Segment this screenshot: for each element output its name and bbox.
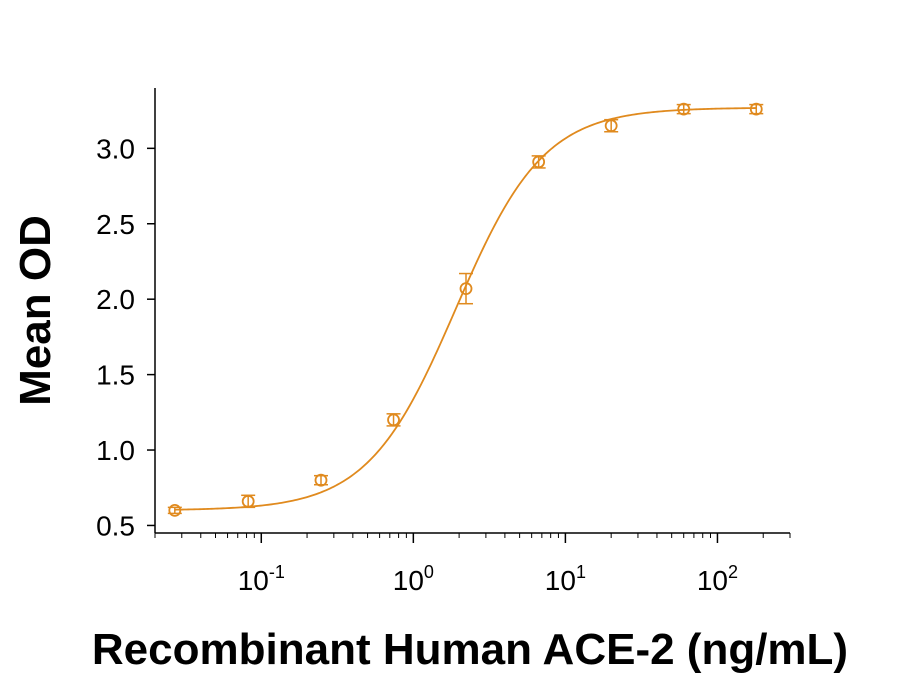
y-axis-title: Mean OD <box>11 215 60 406</box>
x-tick-exponent: 0 <box>424 562 434 582</box>
data-marker <box>387 413 400 427</box>
x-axis-title: Recombinant Human ACE-2 (ng/mL) <box>92 625 848 674</box>
y-tick-label: 2.5 <box>96 209 135 240</box>
fit-curve <box>174 107 757 511</box>
y-tick-label: 3.0 <box>96 133 135 164</box>
data-marker <box>749 102 763 116</box>
data-point <box>676 102 691 116</box>
x-tick-label: 101 <box>545 562 586 596</box>
data-marker <box>677 102 691 116</box>
y-tick-label: 1.0 <box>96 435 135 466</box>
x-tick-base: 10 <box>697 565 728 596</box>
data-marker <box>532 155 546 169</box>
x-tick-base: 10 <box>545 565 576 596</box>
data-marker <box>241 494 255 508</box>
data-marker <box>459 282 473 296</box>
x-tick-label: 100 <box>393 562 434 596</box>
x-ticks: 10-1 100 101 102 <box>154 533 791 596</box>
x-tick-base: 10 <box>238 565 269 596</box>
data-point <box>386 413 401 427</box>
x-tick-exponent: 1 <box>576 562 586 582</box>
data-marker <box>168 503 182 517</box>
y-tick-label: 2.0 <box>96 284 135 315</box>
x-tick-label: 10-1 <box>238 562 285 596</box>
data-point <box>604 118 619 133</box>
data-point <box>749 102 764 116</box>
data-marker <box>604 119 618 133</box>
data-point <box>531 155 546 169</box>
y-tick-label: 1.5 <box>96 360 135 391</box>
x-tick-exponent: -1 <box>269 562 285 582</box>
x-tick-label: 102 <box>697 562 738 596</box>
data-point <box>167 503 182 517</box>
x-tick-base: 10 <box>393 565 424 596</box>
data-points <box>167 102 764 517</box>
axes <box>154 88 790 534</box>
data-point <box>459 272 474 305</box>
data-marker <box>314 473 328 487</box>
y-ticks: 0.5 1.0 1.5 2.0 2.5 3.0 <box>96 133 155 541</box>
y-tick-label: 0.5 <box>96 510 135 541</box>
x-tick-exponent: 2 <box>728 562 738 582</box>
data-point <box>241 494 256 509</box>
data-point <box>313 473 328 487</box>
